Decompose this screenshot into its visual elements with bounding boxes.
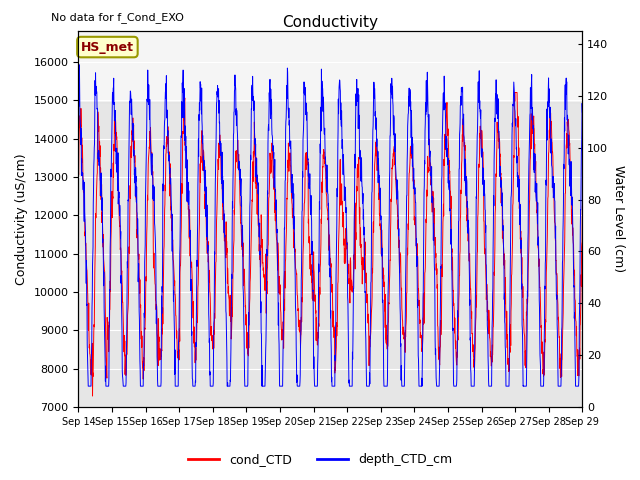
Y-axis label: Water Level (cm): Water Level (cm) — [612, 166, 625, 273]
Text: No data for f_Cond_EXO: No data for f_Cond_EXO — [51, 12, 184, 23]
Bar — [79, 102, 582, 407]
Title: Conductivity: Conductivity — [282, 15, 378, 30]
Legend: cond_CTD, depth_CTD_cm: cond_CTD, depth_CTD_cm — [183, 448, 457, 471]
Y-axis label: Conductivity (uS/cm): Conductivity (uS/cm) — [15, 153, 28, 285]
Text: HS_met: HS_met — [81, 40, 134, 54]
